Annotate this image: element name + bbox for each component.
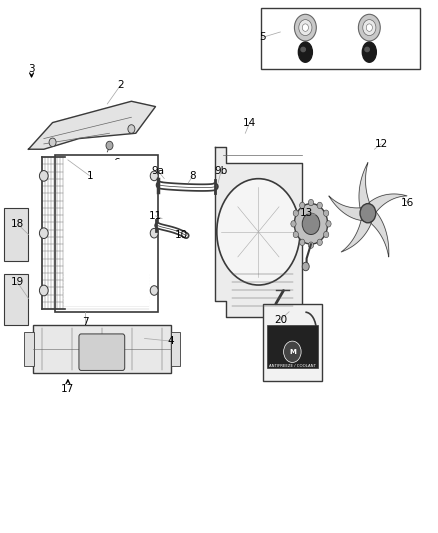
Text: ANTIFREEZE / COOLANT: ANTIFREEZE / COOLANT <box>269 364 316 368</box>
Circle shape <box>302 24 308 31</box>
Text: 13: 13 <box>300 208 313 218</box>
Text: 20: 20 <box>274 315 287 325</box>
Text: M: M <box>289 349 296 355</box>
Text: 9b: 9b <box>215 166 228 175</box>
Text: 8: 8 <box>189 171 196 181</box>
Text: 7: 7 <box>82 318 89 327</box>
Circle shape <box>39 171 48 181</box>
Text: 3: 3 <box>28 64 35 74</box>
Circle shape <box>302 213 320 235</box>
Text: 17: 17 <box>61 384 74 394</box>
Text: 12: 12 <box>374 139 388 149</box>
Text: 9a: 9a <box>151 166 164 175</box>
Circle shape <box>300 239 305 246</box>
Text: 18: 18 <box>11 219 24 229</box>
Circle shape <box>317 202 322 208</box>
Polygon shape <box>341 208 373 252</box>
Circle shape <box>39 228 48 239</box>
Circle shape <box>302 262 309 271</box>
Ellipse shape <box>362 42 376 62</box>
Circle shape <box>293 231 298 238</box>
Circle shape <box>299 20 312 36</box>
Circle shape <box>294 14 316 41</box>
Bar <box>4 208 28 261</box>
Bar <box>33 325 171 373</box>
Circle shape <box>324 231 329 238</box>
Bar <box>55 155 158 312</box>
Polygon shape <box>329 196 370 221</box>
Text: 10: 10 <box>175 230 188 239</box>
Circle shape <box>360 204 376 223</box>
Circle shape <box>150 228 158 238</box>
Bar <box>261 8 420 69</box>
Circle shape <box>284 341 301 362</box>
Bar <box>24 333 34 366</box>
Text: 14: 14 <box>243 118 256 127</box>
Circle shape <box>49 138 56 147</box>
Circle shape <box>39 285 48 296</box>
Polygon shape <box>362 209 389 257</box>
Circle shape <box>106 141 113 150</box>
Text: 1: 1 <box>86 171 93 181</box>
Polygon shape <box>366 194 407 221</box>
Bar <box>4 274 28 325</box>
Circle shape <box>366 24 372 31</box>
Ellipse shape <box>365 47 369 52</box>
Circle shape <box>128 125 135 133</box>
Circle shape <box>324 210 329 216</box>
Polygon shape <box>215 147 302 317</box>
Circle shape <box>150 286 158 295</box>
Bar <box>267 325 318 368</box>
Circle shape <box>308 242 314 248</box>
Circle shape <box>300 202 305 208</box>
Bar <box>64 160 149 306</box>
Circle shape <box>317 239 322 246</box>
Circle shape <box>293 210 298 216</box>
Ellipse shape <box>301 47 305 52</box>
Polygon shape <box>28 101 155 149</box>
Polygon shape <box>359 163 374 213</box>
Text: 5: 5 <box>259 33 266 42</box>
Bar <box>263 304 322 381</box>
Text: 4: 4 <box>167 336 174 346</box>
Ellipse shape <box>298 42 312 62</box>
Circle shape <box>294 204 328 244</box>
Text: 16: 16 <box>401 198 414 207</box>
Circle shape <box>291 221 296 227</box>
Bar <box>171 333 180 366</box>
Circle shape <box>358 14 380 41</box>
Circle shape <box>308 199 314 206</box>
Circle shape <box>363 20 376 36</box>
Text: 11: 11 <box>149 211 162 221</box>
Circle shape <box>326 221 331 227</box>
Circle shape <box>150 171 158 181</box>
FancyBboxPatch shape <box>79 334 125 370</box>
Text: 2: 2 <box>117 80 124 90</box>
Text: 19: 19 <box>11 278 24 287</box>
Text: 6: 6 <box>113 158 120 167</box>
Ellipse shape <box>217 179 300 285</box>
